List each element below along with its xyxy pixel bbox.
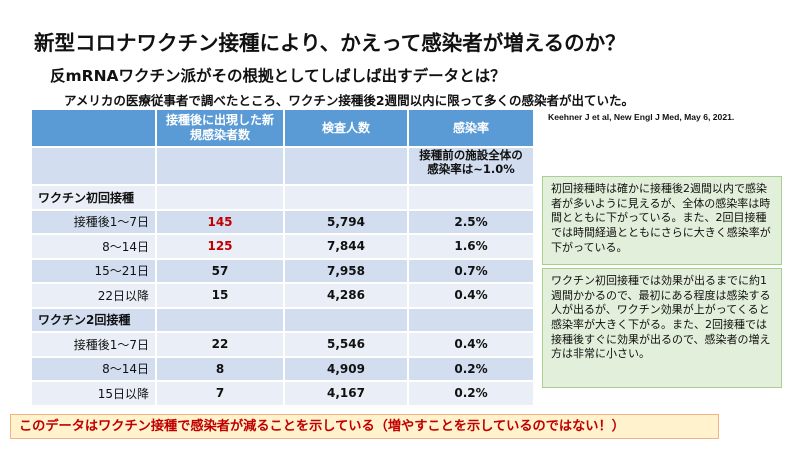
intro-text: アメリカの医療従事者で調べたところ、ワクチン接種後2週間以内に限って多くの感染者…: [64, 93, 634, 108]
slide-title: 新型コロナワクチン接種により、かえって感染者が増えるのか？: [34, 31, 626, 55]
table-row: 接種後1～7日 22 5,546 0.4%: [32, 333, 535, 358]
table-row: 8～14日 125 7,844 1.6%: [32, 235, 535, 260]
rate-cell: 0.2%: [409, 382, 535, 407]
tested-cell: 4,167: [285, 382, 409, 407]
header-new-cases: 接種後に出現した新規感染者数: [157, 110, 285, 148]
rate-cell: 0.4%: [409, 284, 535, 309]
note-box-second: ワクチン初回接種では効果が出るまでに約1週間かかるので、最初にある程度は感染する…: [542, 268, 782, 388]
citation: Keehner J et al, New Engl J Med, May 6, …: [548, 112, 735, 122]
period-cell: 15日以降: [32, 382, 157, 407]
header-rate: 感染率: [409, 110, 535, 148]
note-box-first: 初回接種時は確かに接種後2週間以内で感染者が多いように見えるが、全体の感染率は時…: [542, 176, 782, 265]
table-row: 22日以降 15 4,286 0.4%: [32, 284, 535, 309]
baseline-row: 接種前の施設全体の感染率は~1.0%: [32, 148, 535, 186]
table-row: 接種後1～7日 145 5,794 2.5%: [32, 210, 535, 235]
conclusion-banner: このデータはワクチン接種で感染者が減ることを示している（増やすことを示しているの…: [10, 414, 719, 439]
table-row: 8～14日 8 4,909 0.2%: [32, 357, 535, 382]
table-row: 15日以降 7 4,167 0.2%: [32, 382, 535, 407]
group-label-first-dose: ワクチン初回接種: [32, 186, 157, 211]
tested-cell: 5,794: [285, 210, 409, 235]
period-cell: 接種後1～7日: [32, 333, 157, 358]
cases-cell: 145: [157, 210, 285, 235]
rate-cell: 0.7%: [409, 259, 535, 284]
rate-cell: 0.2%: [409, 357, 535, 382]
tested-cell: 4,909: [285, 357, 409, 382]
header-tested: 検査人数: [285, 110, 409, 148]
infection-table: 接種後に出現した新規感染者数 検査人数 感染率 接種前の施設全体の感染率は~1.…: [32, 110, 535, 407]
period-cell: 8～14日: [32, 235, 157, 260]
period-cell: 22日以降: [32, 284, 157, 309]
period-cell: 15～21日: [32, 259, 157, 284]
period-cell: 8～14日: [32, 357, 157, 382]
period-cell: 接種後1～7日: [32, 210, 157, 235]
cases-cell: 22: [157, 333, 285, 358]
rate-cell: 1.6%: [409, 235, 535, 260]
cases-cell: 8: [157, 357, 285, 382]
rate-cell: 0.4%: [409, 333, 535, 358]
group-label-second-dose: ワクチン2回接種: [32, 308, 157, 333]
group-row-second-dose: ワクチン2回接種: [32, 308, 535, 333]
tested-cell: 5,546: [285, 333, 409, 358]
baseline-note: 接種前の施設全体の感染率は~1.0%: [409, 148, 535, 186]
cases-cell: 15: [157, 284, 285, 309]
slide-subtitle: 反mRNAワクチン派がその根拠としてしばしば出すデータとは？: [50, 67, 506, 85]
cases-cell: 57: [157, 259, 285, 284]
group-row-first-dose: ワクチン初回接種: [32, 186, 535, 211]
cases-cell: 125: [157, 235, 285, 260]
rate-cell: 2.5%: [409, 210, 535, 235]
header-period: [32, 110, 157, 148]
cases-cell: 7: [157, 382, 285, 407]
table-row: 15～21日 57 7,958 0.7%: [32, 259, 535, 284]
tested-cell: 4,286: [285, 284, 409, 309]
tested-cell: 7,958: [285, 259, 409, 284]
tested-cell: 7,844: [285, 235, 409, 260]
table-header-row: 接種後に出現した新規感染者数 検査人数 感染率: [32, 110, 535, 148]
